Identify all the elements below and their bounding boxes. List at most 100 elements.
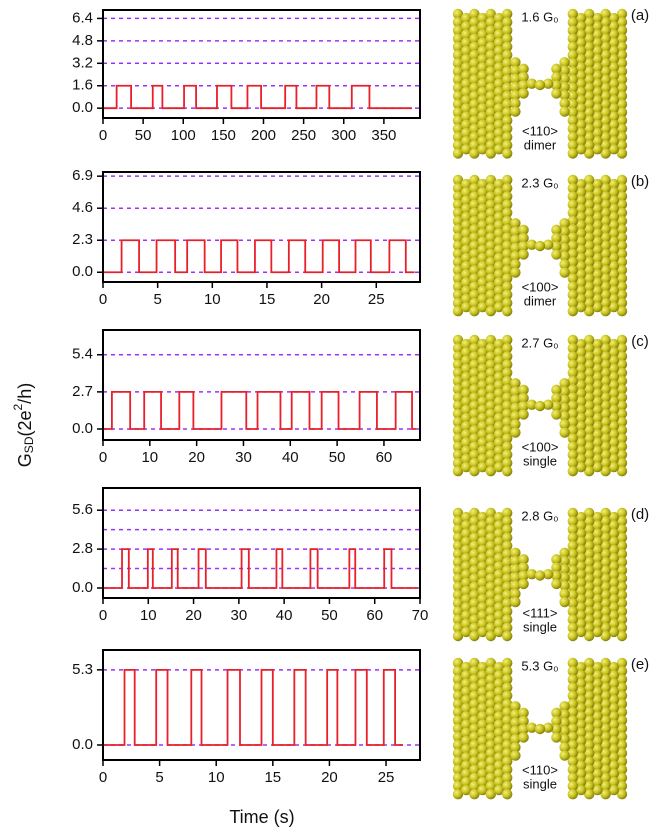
atom [485, 74, 496, 85]
atom [616, 359, 628, 370]
atom [575, 347, 587, 358]
atom [575, 260, 587, 272]
atom [584, 622, 595, 633]
atom [567, 408, 578, 419]
atom [461, 21, 472, 32]
atom [502, 731, 513, 742]
atom [493, 21, 505, 32]
atom [616, 90, 628, 102]
atom [575, 236, 587, 247]
y-tick-label: 2.3 [72, 231, 93, 248]
atom [502, 449, 513, 460]
atom [584, 789, 595, 800]
signal-line [103, 239, 415, 274]
atom [461, 776, 472, 788]
atom [600, 74, 611, 85]
atom [452, 359, 464, 370]
atom [452, 297, 464, 309]
atom [600, 90, 611, 102]
atom [469, 614, 480, 625]
atom [616, 524, 628, 535]
atom [477, 195, 488, 206]
atom [485, 565, 496, 576]
atom [485, 140, 496, 151]
atom [502, 191, 513, 202]
atom [493, 760, 505, 771]
atom [518, 707, 529, 719]
atom [469, 265, 480, 276]
atom [493, 70, 505, 81]
atom [452, 524, 464, 535]
atom [551, 554, 562, 565]
atom [493, 45, 505, 57]
atom [608, 461, 619, 473]
atom [461, 244, 472, 255]
atom [469, 351, 480, 362]
atom [575, 269, 587, 280]
x-tick-label: 30 [235, 449, 252, 466]
atom [616, 466, 628, 477]
atom [616, 573, 628, 584]
atom [502, 698, 513, 710]
atom [584, 548, 595, 560]
atom [452, 8, 464, 20]
atom [493, 412, 505, 424]
atom [502, 224, 513, 235]
atom [559, 419, 570, 430]
atom [575, 211, 587, 223]
atom [584, 384, 595, 395]
atom [575, 228, 587, 239]
atom [452, 107, 464, 118]
atom [559, 410, 570, 422]
atom [493, 776, 505, 788]
atom [469, 174, 480, 186]
atom [551, 88, 562, 99]
atom [600, 256, 611, 268]
atom [493, 404, 505, 415]
atom [485, 516, 496, 527]
atom [616, 507, 628, 519]
atom [616, 780, 628, 792]
atom [575, 768, 587, 779]
atom [567, 215, 578, 227]
atom [616, 25, 628, 36]
atom [469, 306, 480, 317]
atom [502, 789, 513, 800]
atom [461, 219, 472, 231]
x-tick-label: 150 [211, 127, 236, 144]
atom [575, 437, 587, 448]
atom [608, 70, 619, 81]
atom [608, 760, 619, 771]
atom [616, 273, 628, 284]
atom [616, 739, 628, 751]
atom [493, 269, 505, 280]
atom [510, 742, 521, 753]
atom [575, 135, 587, 147]
atom [518, 392, 529, 404]
atom [477, 293, 488, 305]
atom [493, 461, 505, 473]
atom [502, 74, 513, 85]
atom [608, 187, 619, 198]
atom [469, 297, 480, 309]
atom [469, 131, 480, 143]
y-tick-label: 0.0 [72, 420, 93, 437]
atom [584, 256, 595, 268]
atom [608, 445, 619, 456]
atom [510, 588, 521, 600]
atom [502, 334, 513, 346]
atom [502, 690, 513, 701]
atom [600, 232, 611, 243]
atom [575, 144, 587, 155]
atom [461, 719, 472, 730]
atom [485, 723, 496, 734]
atom [493, 277, 505, 288]
atom [502, 148, 513, 159]
atom [477, 661, 488, 673]
atom [502, 199, 513, 210]
atom [600, 123, 611, 134]
atom [469, 466, 480, 477]
atom [461, 338, 472, 350]
atom [608, 78, 619, 89]
atom [608, 536, 619, 547]
